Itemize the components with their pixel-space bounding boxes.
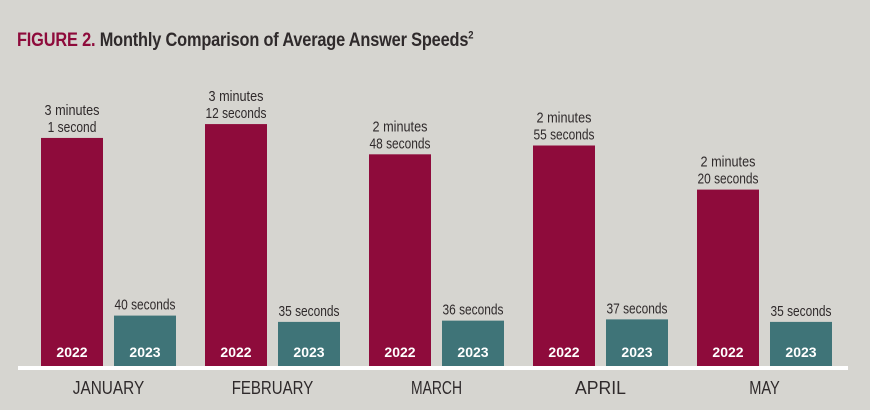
chart-title: FIGURE 2. Monthly Comparison of Average … [17,30,473,52]
data-label-january-2022-line2: 1 second [48,119,97,136]
bar-february-2023 [278,321,340,366]
bar-series-label-march-2023: 2023 [457,344,488,360]
data-label-april-2022-line1: 2 minutes [537,110,592,127]
bar-april-2023 [606,319,668,366]
bar-january-2022 [41,137,103,366]
data-label-february-2022-line1: 3 minutes [209,88,264,105]
x-tick-label-may: MAY [749,378,780,398]
data-label-march-2022-line2: 48 seconds [370,135,431,152]
figure-label: FIGURE 2. [17,30,96,51]
bar-series-label-january-2023: 2023 [129,344,160,360]
data-label-may-2023-line1: 35 seconds [771,303,832,320]
chart-title-text: Monthly Comparison of Average Answer Spe… [99,30,469,51]
x-tick-label-march: MARCH [411,378,462,398]
bar-series-label-january-2022: 2022 [56,344,87,360]
bar-march-2023 [442,320,504,366]
data-label-may-2022-line2: 20 seconds [698,171,759,188]
bar-series-label-february-2023: 2023 [293,344,324,360]
bar-may-2023 [770,321,832,366]
bar-april-2022 [533,145,595,366]
bar-february-2022 [205,124,267,366]
x-axis-baseline [18,366,848,370]
data-label-january-2022-line1: 3 minutes [45,102,100,119]
x-tick-label-april: APRIL [575,378,626,398]
data-label-april-2022-line2: 55 seconds [534,127,595,144]
data-label-march-2023-line1: 36 seconds [443,302,504,319]
data-label-february-2023-line1: 35 seconds [279,303,340,320]
bar-january-2023 [114,315,176,366]
data-label-may-2022-line1: 2 minutes [701,154,756,171]
title-footnote-marker: 2 [468,29,474,42]
bar-march-2022 [369,154,431,366]
bar-series-label-april-2022: 2022 [548,344,579,360]
data-label-april-2023-line1: 37 seconds [607,300,668,317]
x-tick-label-february: FEBRUARY [232,378,314,398]
bar-series-label-february-2022: 2022 [220,344,251,360]
bar-series-label-april-2023: 2023 [621,344,652,360]
data-label-february-2022-line2: 12 seconds [206,105,267,122]
data-label-march-2022-line1: 2 minutes [373,118,428,135]
bar-may-2022 [697,189,759,366]
data-label-january-2023-line1: 40 seconds [115,297,176,314]
bar-series-label-may-2023: 2023 [785,344,816,360]
bar-series-label-may-2022: 2022 [712,344,743,360]
x-tick-label-january: JANUARY [73,378,144,398]
bar-series-label-march-2022: 2022 [384,344,415,360]
